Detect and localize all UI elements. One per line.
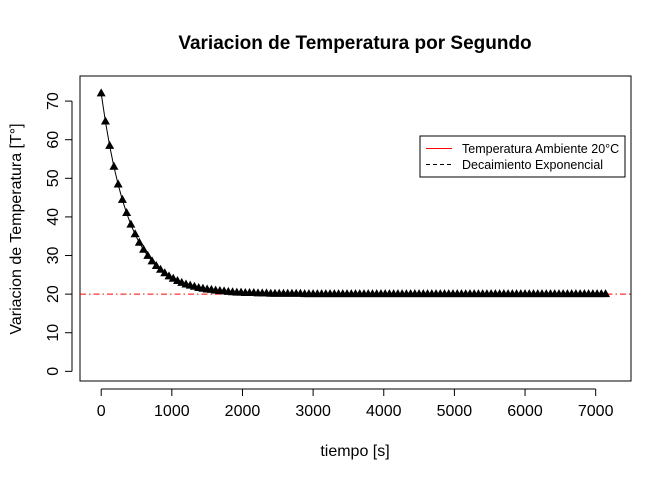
x-tick-label: 7000 [578, 403, 614, 420]
data-point-marker [601, 289, 611, 298]
data-point-marker [130, 229, 140, 238]
data-point-marker [122, 208, 132, 217]
y-tick-label: 30 [45, 247, 62, 265]
x-tick-label: 3000 [295, 403, 331, 420]
data-point-marker [96, 88, 106, 97]
data-point-marker [156, 264, 166, 273]
data-point-marker [139, 244, 149, 253]
data-point-marker [147, 256, 157, 265]
legend: Temperatura Ambiente 20°C Decaimiento Ex… [419, 135, 626, 178]
data-point-marker [117, 194, 127, 203]
data-point-marker [160, 268, 170, 277]
data-point-marker [113, 179, 123, 188]
series-line [100, 93, 606, 295]
x-axis: 0 1000 2000 3000 4000 5000 6000 7000 [97, 388, 614, 420]
x-tick-label: 5000 [437, 403, 473, 420]
data-point-marker [105, 140, 115, 149]
y-tick-label: 20 [45, 285, 62, 303]
data-point-marker [100, 116, 110, 125]
data-point-marker [151, 260, 161, 269]
y-tick-label: 10 [45, 324, 62, 342]
x-tick-label: 1000 [154, 403, 190, 420]
data-point-marker [134, 237, 144, 246]
y-tick-label: 70 [45, 92, 62, 110]
y-tick-label: 40 [45, 208, 62, 226]
y-tick-label: 0 [45, 367, 62, 376]
x-tick-label: 2000 [225, 403, 261, 420]
data-point-marker [109, 161, 119, 170]
y-tick-label: 60 [45, 131, 62, 149]
x-tick-label: 0 [97, 403, 106, 420]
chart-title: Variacion de Temperatura por Segundo [178, 33, 531, 54]
y-tick-label: 50 [45, 169, 62, 187]
series-markers [96, 88, 611, 298]
legend-box [419, 135, 626, 178]
x-axis-label: tiempo [s] [320, 443, 389, 460]
y-axis: 0 10 20 30 40 50 60 70 [45, 92, 73, 376]
plot-area-border [79, 75, 632, 382]
legend-label-ambient: Temperatura Ambiente 20°C [462, 142, 619, 156]
x-tick-label: 4000 [366, 403, 402, 420]
y-axis-label: Variacion de Temperatura [T°] [8, 123, 25, 334]
data-point-marker [143, 250, 153, 259]
data-point-marker [126, 219, 136, 228]
x-tick-label: 6000 [507, 403, 543, 420]
legend-label-decay: Decaimiento Exponencial [462, 158, 603, 172]
